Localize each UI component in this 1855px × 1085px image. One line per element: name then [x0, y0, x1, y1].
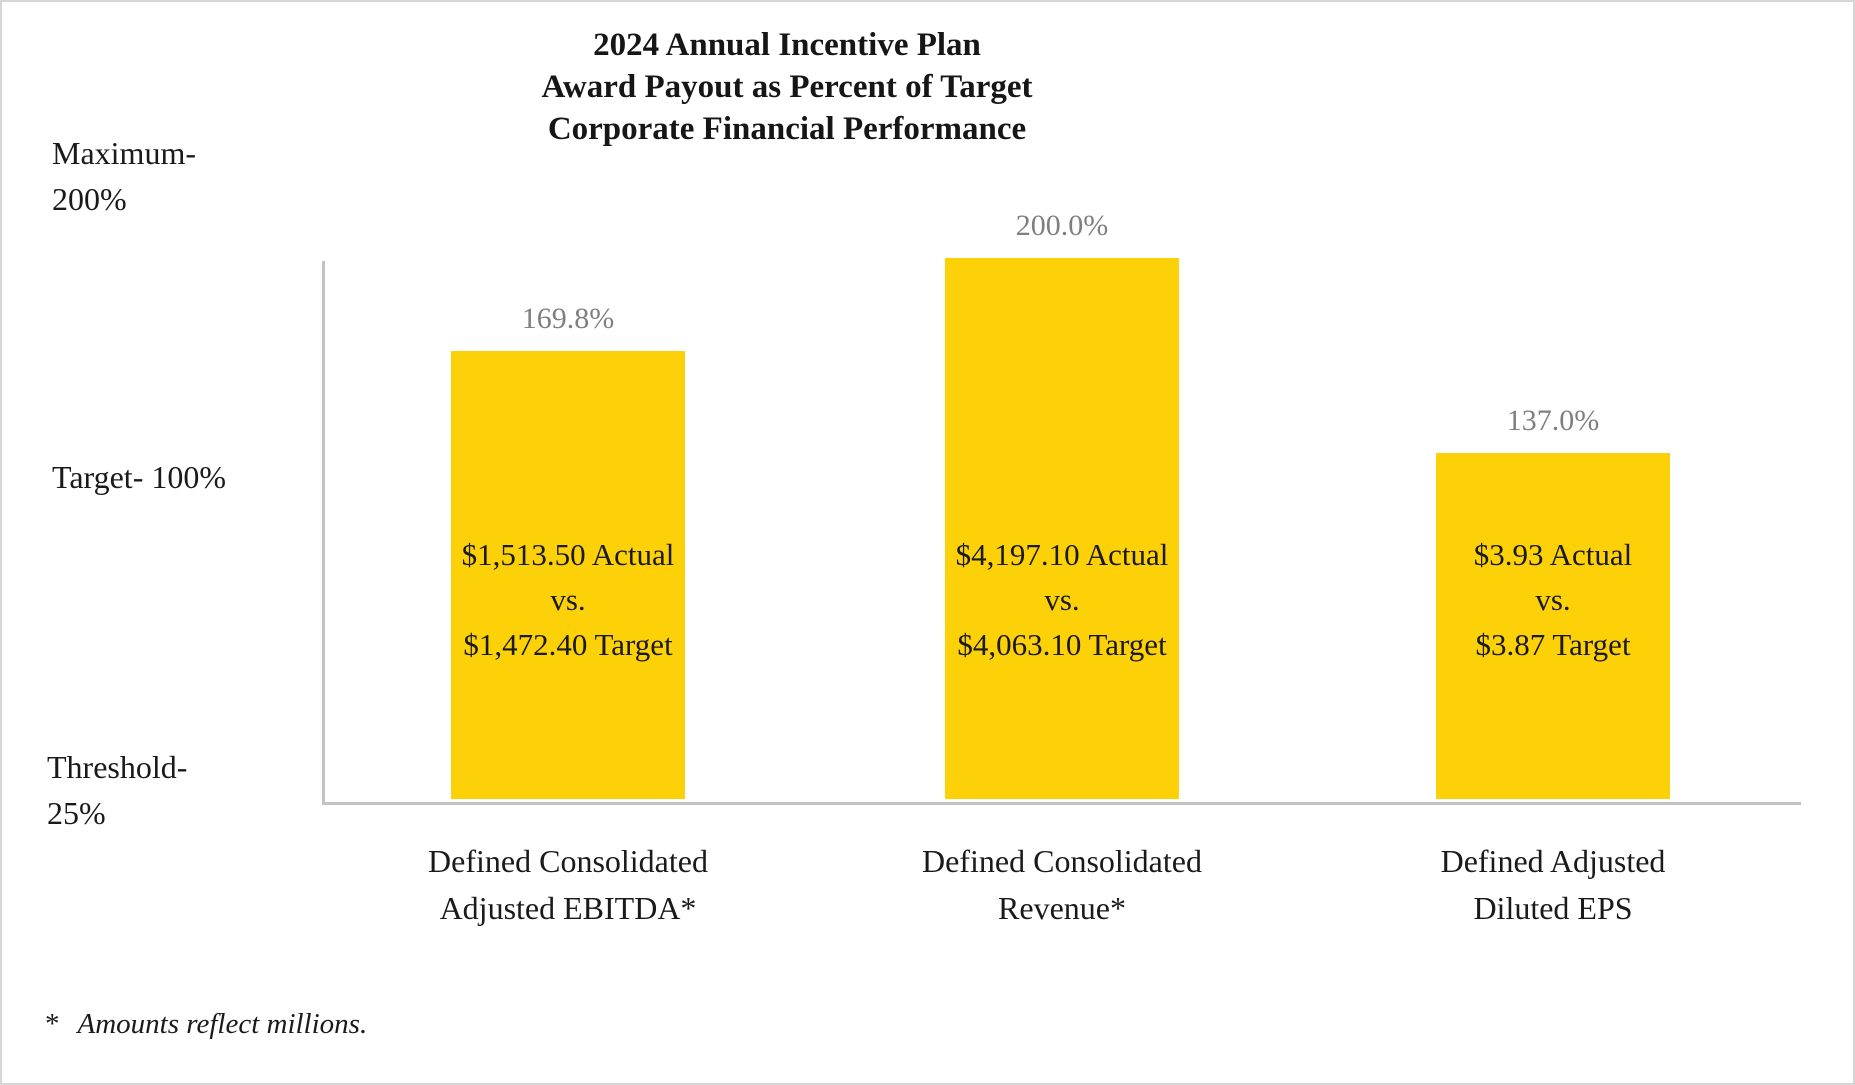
- footnote-text: Amounts reflect millions.: [77, 1008, 368, 1040]
- bar-ebitda: $1,513.50 Actual vs. $1,472.40 Target: [451, 351, 685, 799]
- bar-annotation-target: $4,063.10 Target: [957, 627, 1167, 662]
- bar-annotation-actual: $3.93 Actual: [1473, 537, 1633, 572]
- chart-title-line-3: Corporate Financial Performance: [547, 111, 1027, 147]
- y-axis-label-maximum-line-2: 200%: [52, 181, 127, 217]
- bar-annotation: $1,513.50 Actual vs. $1,472.40 Target: [462, 532, 675, 667]
- category-label-line-2: Revenue*: [998, 890, 1126, 926]
- category-label-line-1: Defined Adjusted: [1440, 843, 1666, 879]
- bar-annotation-actual: $1,513.50 Actual: [461, 537, 675, 572]
- chart-title-line-2: Award Payout as Percent of Target: [541, 69, 1033, 105]
- bar-group-revenue: 200.0% $4,197.10 Actual vs. $4,063.10 Ta…: [892, 209, 1232, 799]
- bar-annotation-target: $1,472.40 Target: [463, 627, 673, 662]
- bar-annotation-actual: $4,197.10 Actual: [955, 537, 1169, 572]
- footnote-marker: *: [45, 1008, 60, 1040]
- x-axis-line: [322, 802, 1801, 805]
- y-axis-label-threshold-line-2: 25%: [47, 795, 106, 831]
- y-axis-line: [322, 261, 325, 805]
- footnote: * Amounts reflect millions.: [45, 1008, 367, 1041]
- bar-annotation-vs: vs.: [1535, 582, 1571, 617]
- bar-annotation: $3.93 Actual vs. $3.87 Target: [1474, 532, 1632, 667]
- category-label-ebitda: Defined Consolidated Adjusted EBITDA*: [308, 838, 828, 932]
- bar-group-eps: 137.0% $3.93 Actual vs. $3.87 Target: [1383, 404, 1723, 799]
- category-label-line-1: Defined Consolidated: [428, 843, 708, 879]
- bar-annotation-vs: vs.: [550, 582, 586, 617]
- bar-annotation-target: $3.87 Target: [1475, 627, 1631, 662]
- category-label-revenue: Defined Consolidated Revenue*: [802, 838, 1322, 932]
- bar-value-label: 200.0%: [1015, 209, 1109, 242]
- y-axis-label-threshold: Threshold- 25%: [47, 744, 187, 836]
- bar-value-label: 169.8%: [521, 302, 615, 335]
- bar-annotation: $4,197.10 Actual vs. $4,063.10 Target: [956, 532, 1169, 667]
- y-axis-label-target: Target- 100%: [52, 459, 226, 495]
- category-label-line-2: Adjusted EBITDA*: [439, 890, 697, 926]
- bar-value-label: 137.0%: [1506, 404, 1600, 437]
- category-label-line-1: Defined Consolidated: [922, 843, 1202, 879]
- bar-annotation-vs: vs.: [1044, 582, 1080, 617]
- y-axis-label-maximum: Maximum- 200%: [52, 130, 196, 222]
- chart-title-line-1: 2024 Annual Incentive Plan: [593, 27, 981, 63]
- category-label-line-2: Diluted EPS: [1473, 890, 1633, 926]
- y-axis-label-maximum-line-1: Maximum-: [52, 135, 196, 171]
- category-label-eps: Defined Adjusted Diluted EPS: [1293, 838, 1813, 932]
- chart-title: 2024 Annual Incentive Plan Award Payout …: [2, 24, 1572, 150]
- bar-eps: $3.93 Actual vs. $3.87 Target: [1436, 453, 1670, 799]
- y-axis-label-threshold-line-1: Threshold-: [47, 749, 188, 785]
- bar-group-ebitda: 169.8% $1,513.50 Actual vs. $1,472.40 Ta…: [398, 302, 738, 799]
- bar-revenue: $4,197.10 Actual vs. $4,063.10 Target: [945, 258, 1179, 799]
